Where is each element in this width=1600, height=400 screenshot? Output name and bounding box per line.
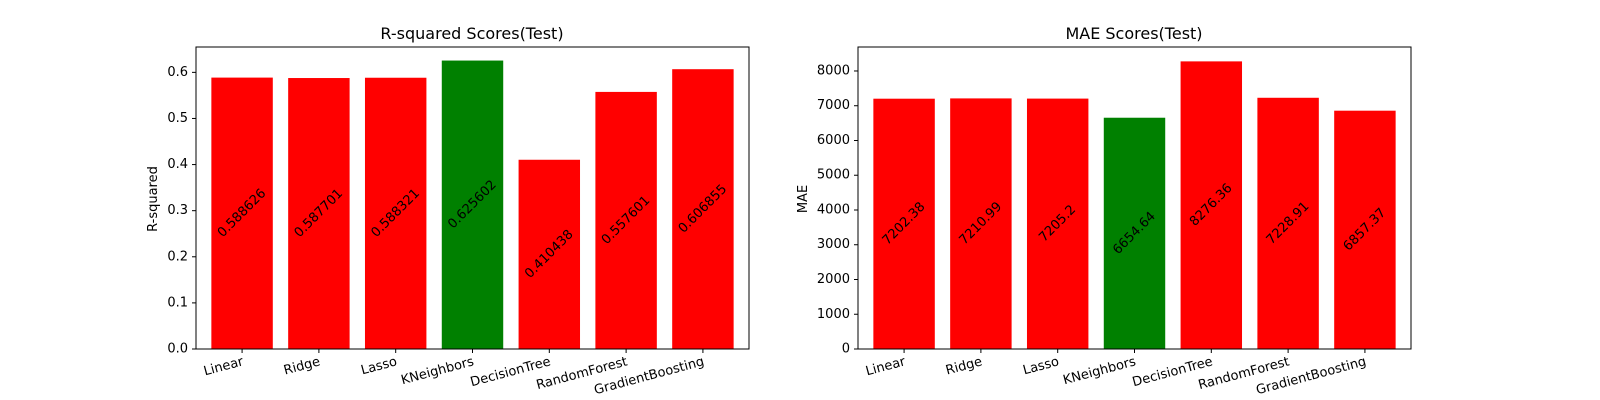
x-tick-label: Lasso	[359, 354, 398, 378]
bar-decisiontree	[1180, 61, 1243, 349]
x-tick-label: Linear	[202, 354, 246, 379]
y-tick-label: 4000	[817, 202, 850, 217]
y-tick-label: 0.6	[167, 65, 188, 80]
y-tick-label: 0.1	[167, 295, 188, 310]
bar-kneighbors	[441, 60, 504, 350]
x-tick-label: Ridge	[944, 354, 984, 378]
y-tick-label: 0	[842, 342, 850, 357]
y-tick-label: 0.5	[167, 111, 188, 126]
plot-area	[195, 46, 750, 350]
y-tick-label: 7000	[817, 98, 850, 113]
y-tick-label: 1000	[817, 307, 850, 322]
chart-title: R-squared Scores(Test)	[380, 24, 563, 43]
y-tick-label: 0.4	[167, 157, 188, 172]
y-tick-label: 3000	[817, 237, 850, 252]
y-tick-label: 0.2	[167, 249, 188, 264]
y-tick-label: 8000	[817, 63, 850, 78]
x-tick-label: Lasso	[1021, 354, 1060, 378]
y-tick-label: 0.0	[167, 342, 188, 357]
mae-chart: MAE Scores(Test) MAE 7202.38 7210.99 7205.…	[796, 24, 1412, 398]
x-tick-label: KNeighbors	[400, 354, 476, 388]
y-tick-label: 5000	[817, 168, 850, 183]
x-tick-label: Ridge	[282, 354, 322, 378]
y-axis-label: R-squared	[146, 166, 161, 232]
bar-ridge	[950, 98, 1012, 350]
x-tick-label: KNeighbors	[1062, 354, 1138, 388]
plot-area	[857, 46, 1412, 350]
bar-decisiontree	[518, 159, 581, 349]
chart-title: MAE Scores(Test)	[1065, 24, 1202, 43]
y-tick-label: 0.3	[167, 203, 188, 218]
bar-gradientboosting	[1334, 110, 1396, 349]
y-axis-label: MAE	[796, 185, 811, 213]
x-tick-label: Linear	[864, 354, 908, 379]
bar-randomforest	[1257, 97, 1319, 349]
bar-linear	[873, 98, 935, 349]
bar-lasso	[364, 77, 427, 350]
bar-gradientboosting	[672, 69, 734, 349]
y-tick-label: 6000	[817, 133, 850, 148]
bar-kneighbors	[1103, 117, 1166, 349]
bar-lasso	[1026, 98, 1089, 349]
bar-randomforest	[595, 91, 657, 349]
bar-linear	[211, 77, 273, 349]
y-tick-label: 2000	[817, 272, 850, 287]
r-squared-chart: R-squared Scores(Test) R-squared 0.58862…	[146, 24, 750, 398]
bar-ridge	[288, 78, 350, 349]
